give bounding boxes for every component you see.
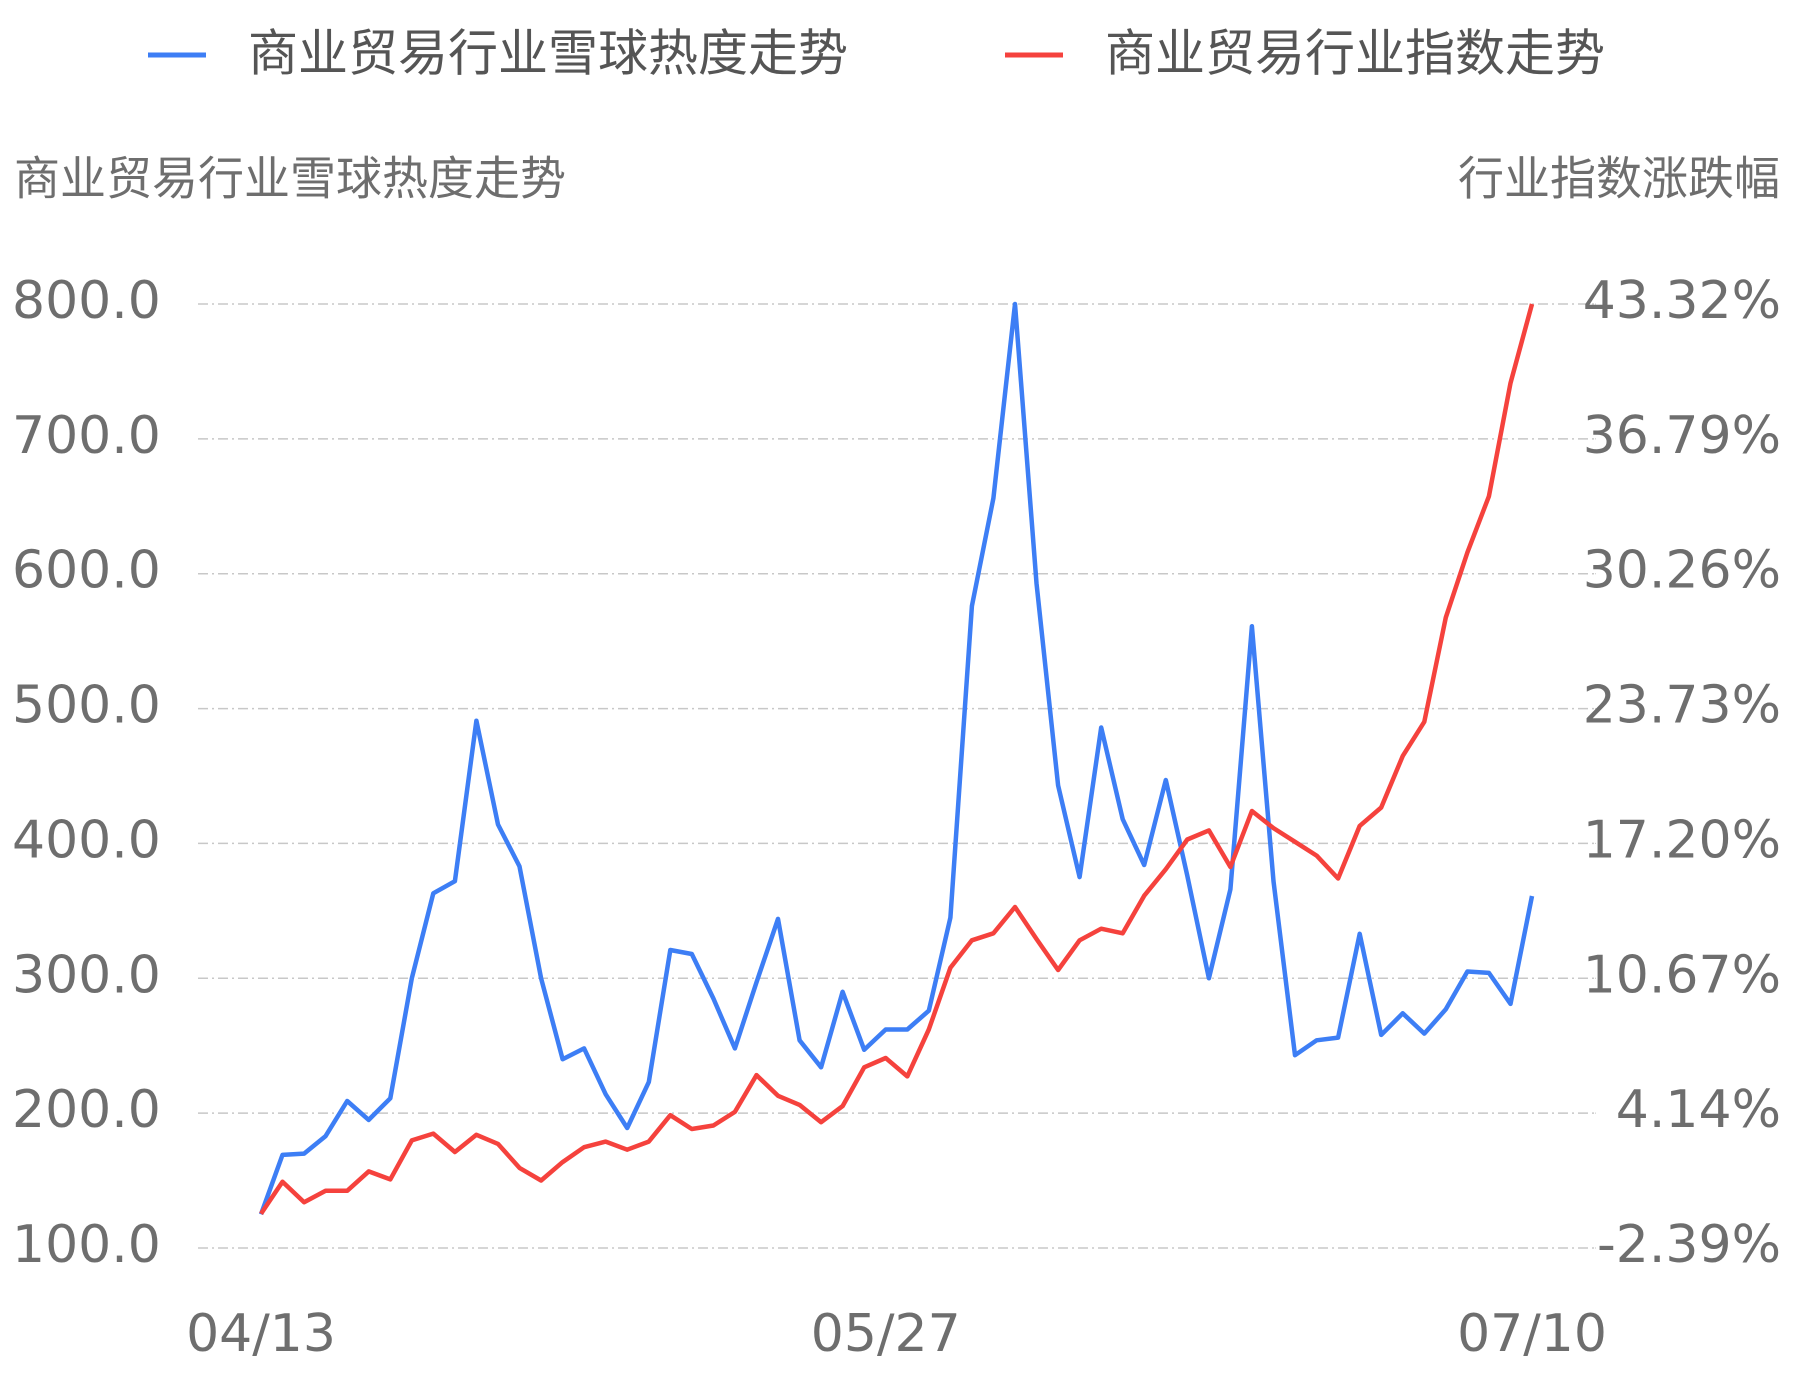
y2-tick-label: 17.20% <box>1583 810 1781 870</box>
legend-label: 商业贸易行业雪球热度走势 <box>248 25 848 83</box>
x-tick-label: 07/10 <box>1457 1304 1607 1364</box>
y-tick-label: 700.0 <box>12 406 161 466</box>
y-tick-label: 100.0 <box>12 1215 161 1275</box>
y-axis-title: 商业贸易行业雪球热度走势 <box>14 152 566 206</box>
data-line <box>258 301 1535 1216</box>
y-tick-label: 600.0 <box>12 541 161 601</box>
data-line <box>259 303 1535 1215</box>
y-tick-label: 800.0 <box>12 271 161 331</box>
y2-tick-label: 4.14% <box>1616 1080 1781 1140</box>
legend-label: 商业贸易行业指数走势 <box>1105 25 1605 83</box>
y2-tick-label: -2.39% <box>1597 1215 1781 1275</box>
y-tick-label: 300.0 <box>12 945 161 1005</box>
x-tick-label: 04/13 <box>186 1304 336 1364</box>
y-tick-label: 200.0 <box>12 1080 161 1140</box>
y2-tick-label: 30.26% <box>1583 541 1781 601</box>
y2-tick-label: 10.67% <box>1583 945 1781 1005</box>
y2-tick-label: 36.79% <box>1583 406 1781 466</box>
y2-tick-label: 43.32% <box>1583 271 1781 331</box>
y2-axis-title: 行业指数涨跌幅 <box>1458 152 1780 206</box>
y-tick-label: 500.0 <box>12 676 161 736</box>
y-tick-label: 400.0 <box>12 810 161 870</box>
x-tick-label: 05/27 <box>811 1304 961 1364</box>
y2-tick-label: 23.73% <box>1583 676 1781 736</box>
